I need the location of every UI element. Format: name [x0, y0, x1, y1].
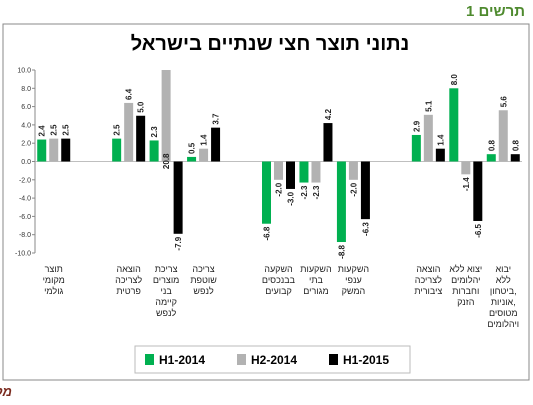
value-label: 4.2 — [324, 108, 333, 120]
legend-label: H1-2014 — [159, 353, 205, 367]
bar — [348, 161, 358, 180]
value-label: -6.5 — [474, 223, 483, 237]
legend-label: H2-2014 — [251, 353, 297, 367]
bar — [423, 114, 433, 162]
bar — [211, 127, 221, 162]
value-label: 1.4 — [200, 134, 209, 146]
x-tick-label: צריכה שוטפת לנפש — [190, 264, 217, 296]
bar — [449, 88, 459, 162]
bar — [461, 161, 471, 175]
bar — [311, 161, 321, 183]
bar — [112, 138, 122, 162]
value-label: 5.1 — [424, 100, 433, 112]
bar — [299, 161, 309, 183]
value-label: 2.4 — [38, 125, 47, 137]
value-label: -1.4 — [462, 177, 471, 191]
value-label: -2.0 — [275, 182, 284, 196]
legend-label: H1-2015 — [343, 353, 389, 367]
y-tick-label: 8.0 — [21, 86, 31, 93]
value-label: 0.5 — [188, 142, 197, 154]
value-label: 6.4 — [125, 88, 134, 100]
value-label: -2.0 — [349, 182, 358, 196]
bar — [199, 148, 209, 162]
value-label: -6.8 — [263, 226, 272, 240]
x-tick-label: יבוא ללא ביטחון, אוניות, מטוסים ויהלומים — [487, 264, 519, 329]
bar — [286, 161, 295, 189]
value-label: 2.5 — [113, 124, 122, 136]
value-label: 20.8 — [162, 153, 171, 169]
bar — [173, 161, 183, 234]
bar — [486, 154, 496, 162]
source: מקור: הלמ"ס — [0, 384, 12, 399]
y-tick-label: 10.0 — [17, 68, 31, 75]
bar — [124, 102, 134, 162]
value-label: 1.4 — [436, 134, 445, 146]
chart-title: נתוני תוצר חצי שנתיים בישראל — [131, 33, 410, 55]
bar — [149, 140, 159, 162]
bar — [473, 161, 483, 221]
legend-frame — [134, 345, 411, 374]
y-tick-label: 0.0 — [21, 159, 31, 166]
bar — [323, 123, 333, 162]
bar — [336, 161, 346, 243]
value-label: 2.9 — [412, 120, 421, 132]
value-label: 2.5 — [50, 124, 59, 136]
value-label: 2.5 — [62, 124, 71, 136]
x-tick-label: תוצר מקומי גולמי — [43, 264, 65, 296]
bar — [411, 134, 421, 162]
value-label: -6.3 — [361, 222, 370, 236]
y-tick-label: -6.0 — [19, 214, 31, 221]
y-tick-label: -8.0 — [19, 232, 31, 239]
value-label: 5.6 — [499, 96, 508, 108]
bar — [136, 115, 146, 162]
x-tick-label: השקעות בתי מגורים — [300, 264, 331, 296]
y-tick-label: -4.0 — [19, 196, 31, 203]
bar — [61, 138, 71, 162]
legend-swatch — [237, 354, 246, 365]
bar — [161, 70, 171, 162]
value-label: -3.0 — [287, 191, 296, 205]
bar — [49, 138, 59, 162]
value-label: -2.3 — [312, 185, 321, 199]
y-tick-label: -2.0 — [19, 177, 31, 184]
bar — [360, 161, 370, 220]
value-label: 5.0 — [137, 101, 146, 113]
y-tick-label: 2.0 — [21, 141, 31, 148]
x-tick-label: הוצאה לצריכה ציבורית — [414, 264, 442, 296]
x-tick-label: השקעות ענפי המשק — [338, 264, 369, 296]
value-label: 8.0 — [450, 74, 459, 86]
x-tick-label: צריכת מוצרים בני קיימה לנפש — [153, 264, 180, 318]
x-tick-label: השקעה בבנכסים קבועים — [262, 264, 296, 296]
value-label: -2.3 — [300, 185, 309, 199]
y-tick-label: 4.0 — [21, 122, 31, 129]
value-label: 2.3 — [150, 126, 159, 138]
value-label: 3.7 — [212, 113, 221, 125]
bar — [510, 154, 520, 162]
bar — [274, 161, 283, 180]
value-label: -7.9 — [174, 236, 183, 250]
value-label: 0.8 — [511, 140, 520, 152]
bar — [37, 139, 47, 162]
value-label: 0.8 — [487, 140, 496, 152]
figure-label: תרשים 1 — [466, 3, 525, 20]
bar — [187, 156, 197, 162]
x-tick-label: הוצאה לצריכה פרטית — [115, 264, 142, 296]
y-tick-label: 6.0 — [21, 104, 31, 111]
bar — [262, 161, 271, 224]
y-tick-label: -10.0 — [15, 251, 31, 258]
value-label: -8.8 — [337, 244, 346, 258]
x-tick-label: יצוא ללא יהלומים וחברות הזנק — [449, 264, 482, 307]
bar — [498, 110, 508, 162]
legend-swatch — [329, 354, 338, 365]
bar — [435, 148, 445, 162]
legend-swatch — [145, 354, 154, 365]
